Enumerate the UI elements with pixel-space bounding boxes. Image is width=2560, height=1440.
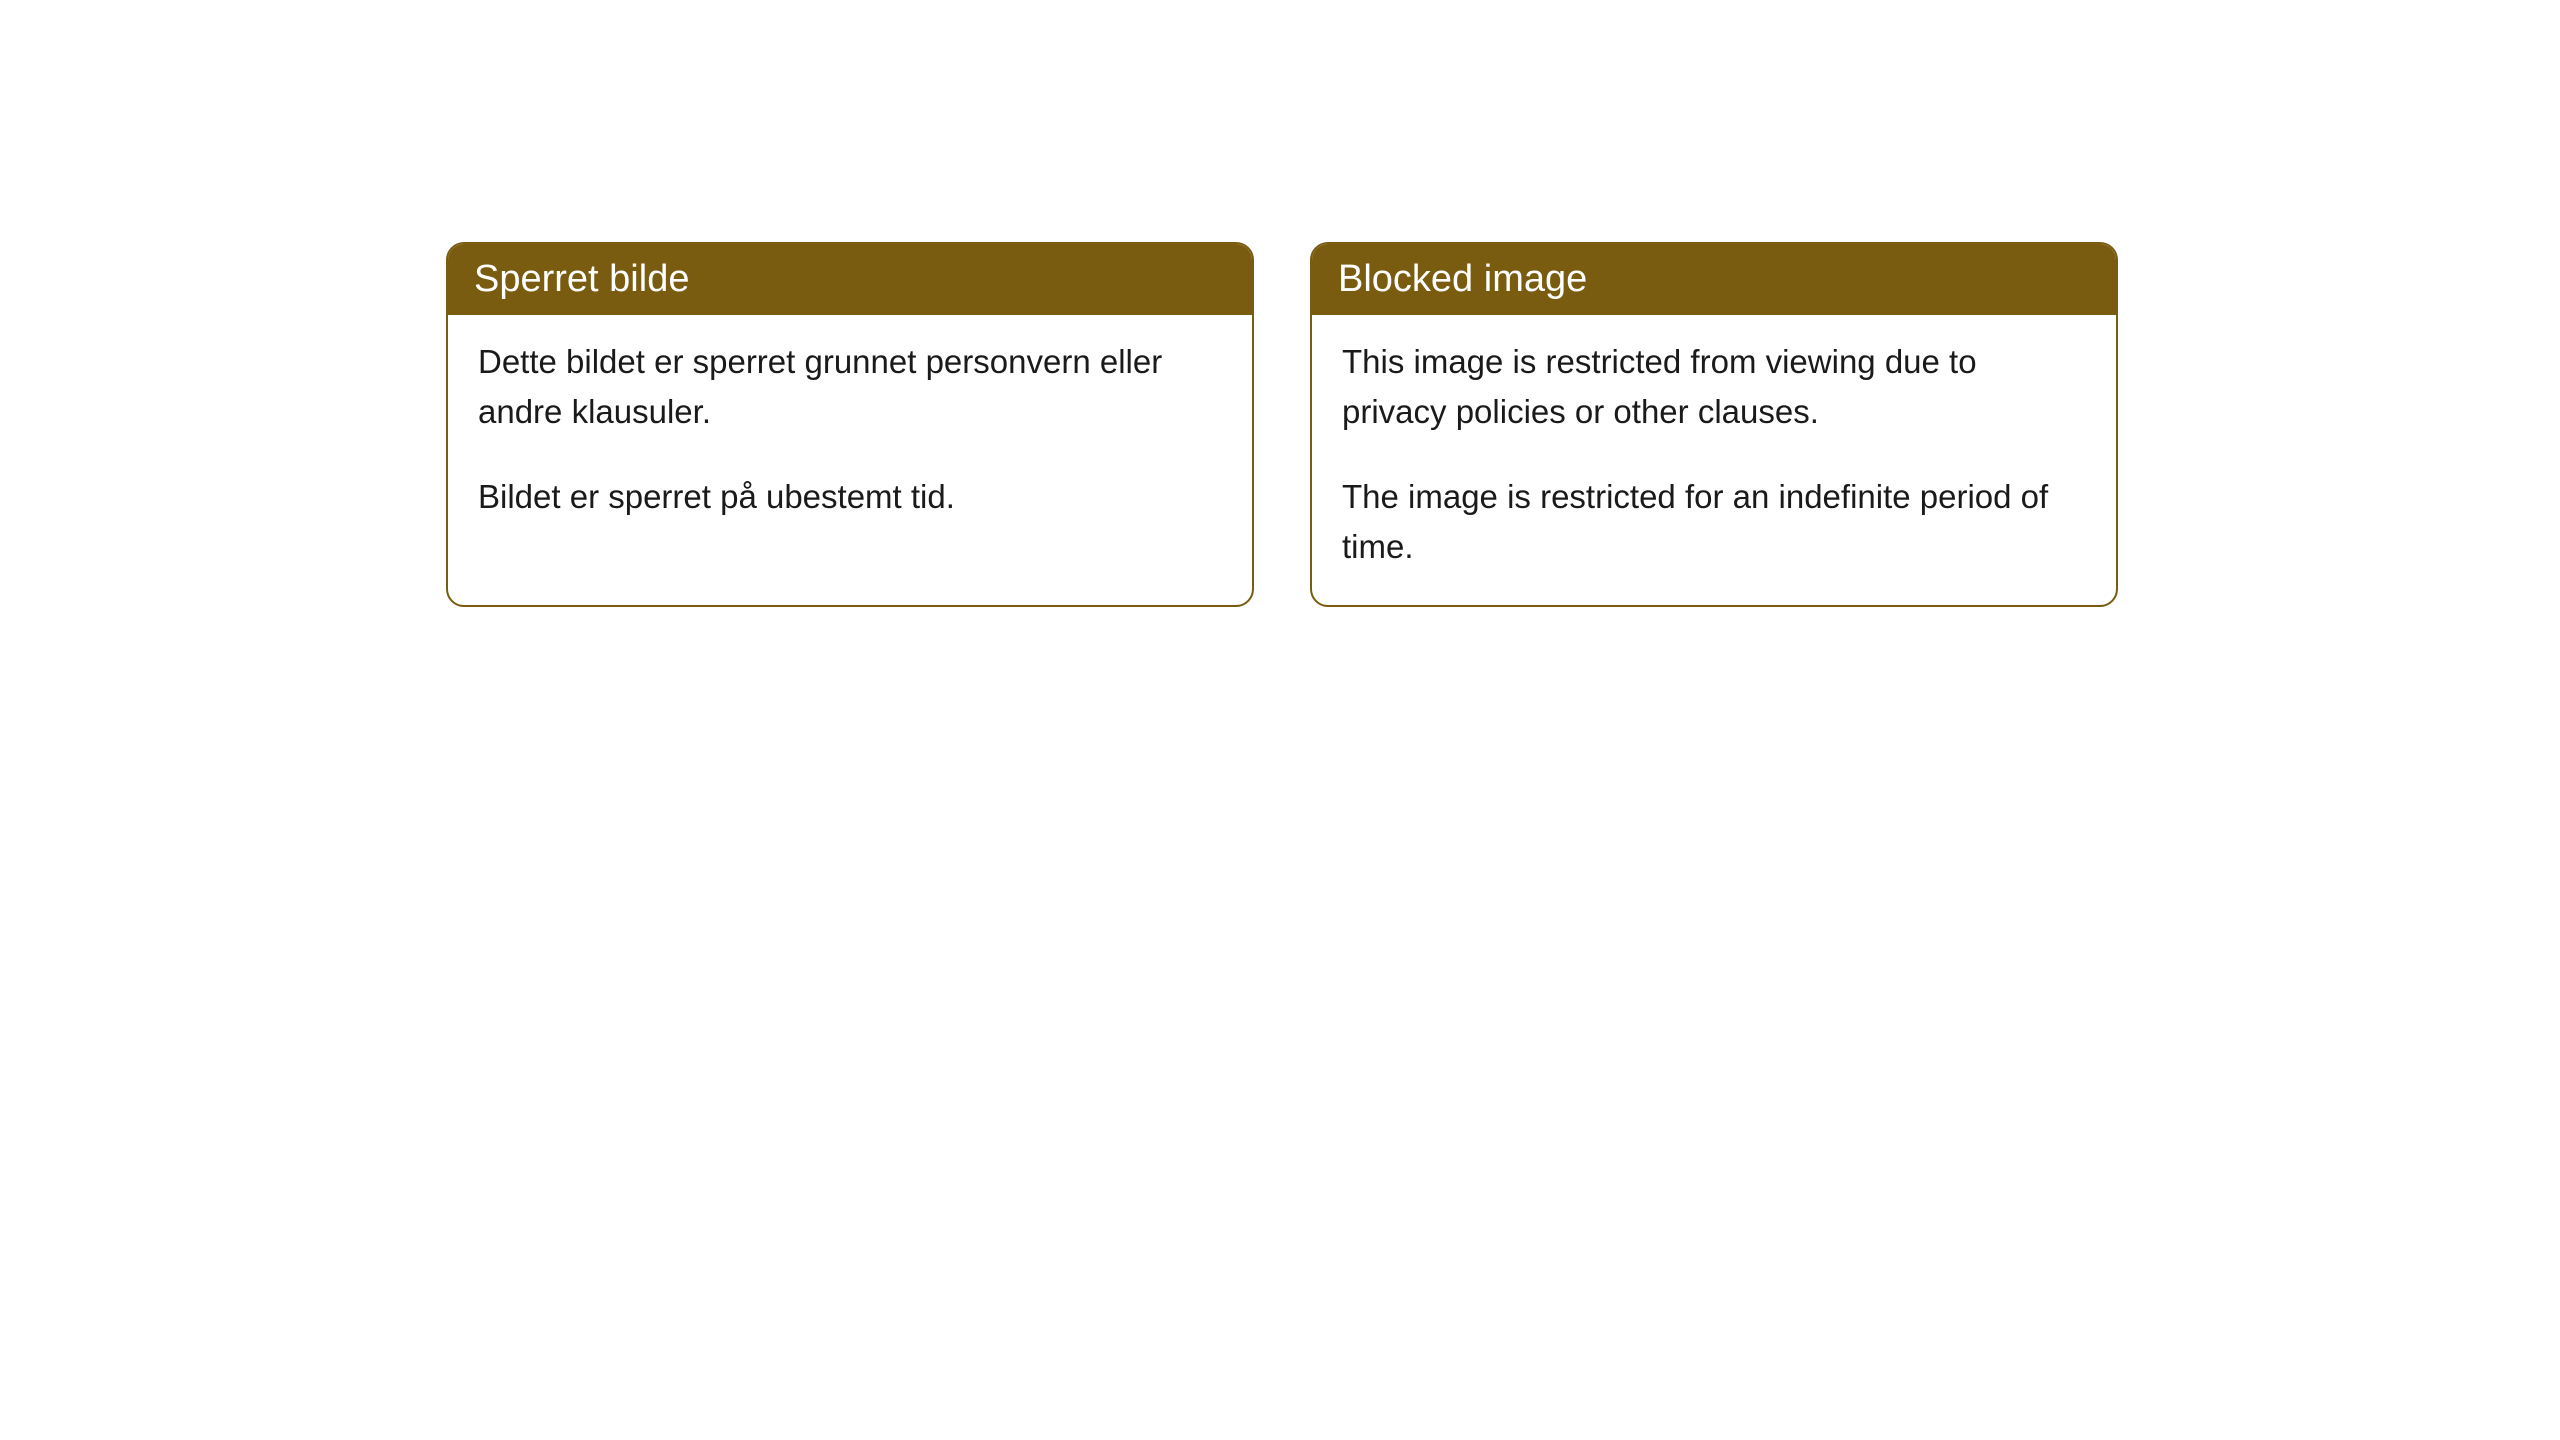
card-body: Dette bildet er sperret grunnet personve…: [448, 315, 1252, 556]
blocked-image-card-norwegian: Sperret bilde Dette bildet er sperret gr…: [446, 242, 1254, 607]
blocked-image-card-english: Blocked image This image is restricted f…: [1310, 242, 2118, 607]
card-paragraph-2: The image is restricted for an indefinit…: [1342, 472, 2086, 571]
card-paragraph-1: This image is restricted from viewing du…: [1342, 337, 2086, 436]
card-header: Blocked image: [1312, 244, 2116, 315]
card-paragraph-2: Bildet er sperret på ubestemt tid.: [478, 472, 1222, 522]
card-title: Sperret bilde: [474, 258, 689, 300]
card-body: This image is restricted from viewing du…: [1312, 315, 2116, 605]
card-paragraph-1: Dette bildet er sperret grunnet personve…: [478, 337, 1222, 436]
notice-cards-container: Sperret bilde Dette bildet er sperret gr…: [446, 242, 2560, 607]
card-title: Blocked image: [1338, 258, 1587, 300]
card-header: Sperret bilde: [448, 244, 1252, 315]
